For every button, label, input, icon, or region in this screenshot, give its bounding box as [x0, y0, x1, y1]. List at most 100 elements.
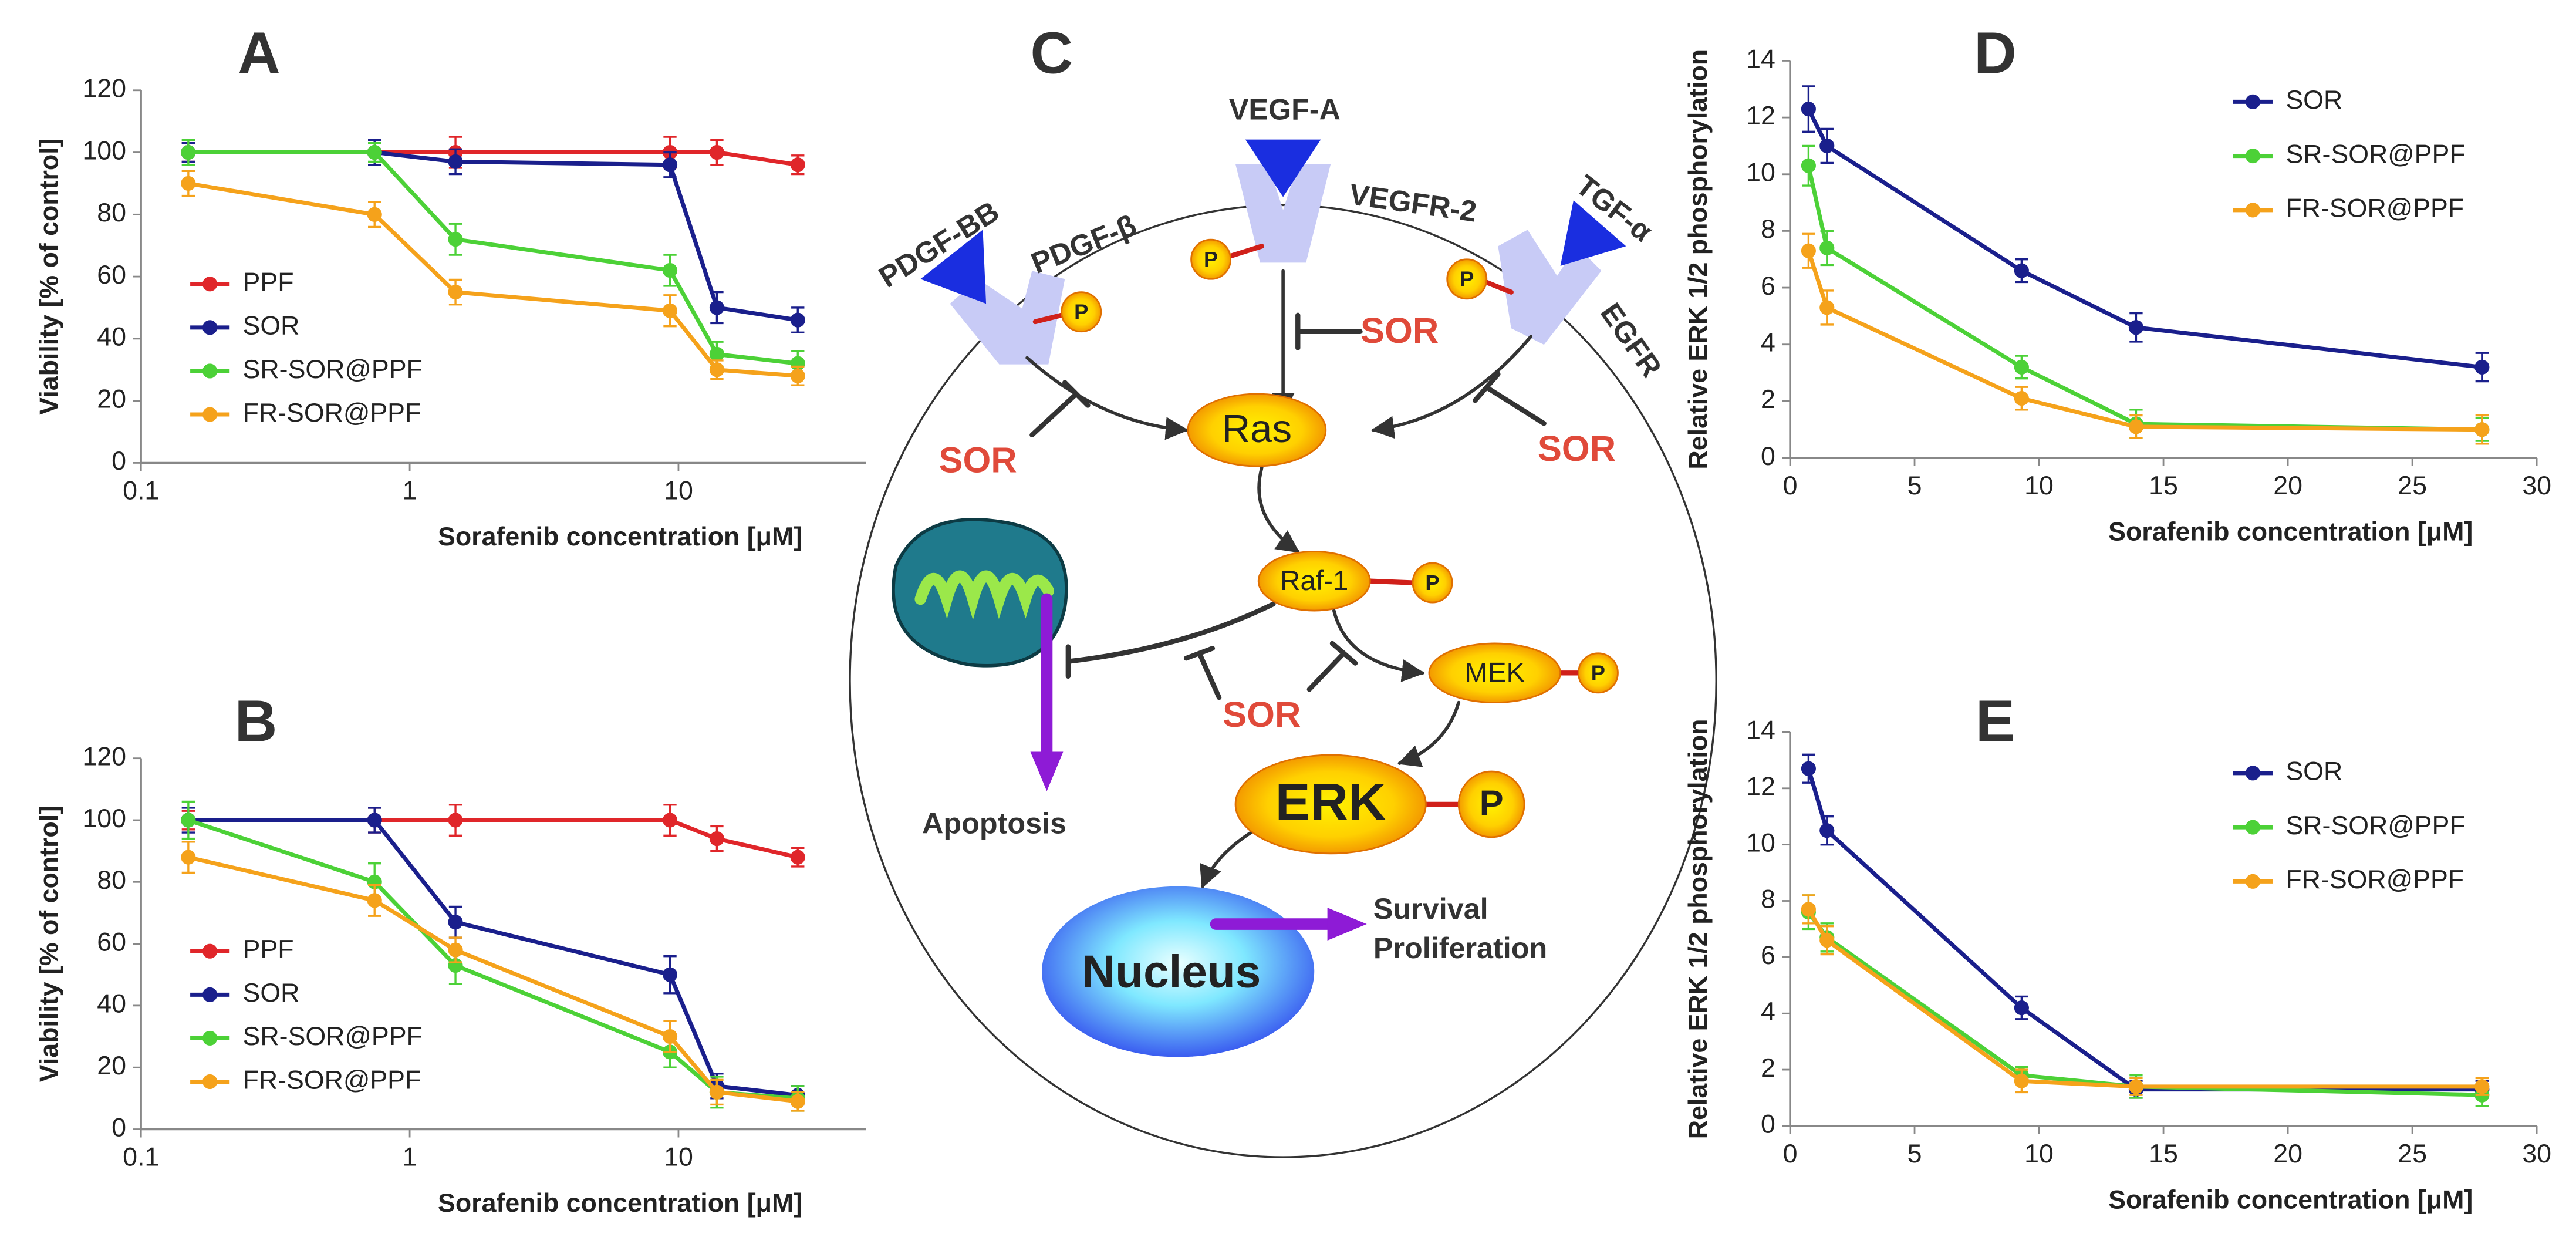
- outcome-label: Proliferation: [1373, 931, 1547, 965]
- data-point: [2014, 390, 2029, 406]
- arrow: [1257, 466, 1300, 554]
- inhibition: [1473, 372, 1547, 426]
- legend-marker: [2245, 820, 2261, 835]
- legend-label: SOR: [243, 312, 300, 341]
- data-point: [2128, 1079, 2144, 1094]
- phospho: [1412, 562, 1453, 604]
- y-tick-label: 2: [1761, 385, 1775, 414]
- panel-label: D: [1974, 20, 2017, 86]
- data-point: [448, 284, 463, 300]
- data-point: [1819, 823, 1835, 838]
- legend-marker: [2245, 149, 2261, 164]
- data-point: [790, 368, 805, 383]
- y-tick-label: 0: [112, 447, 126, 476]
- data-point: [448, 813, 463, 828]
- data-point: [662, 303, 678, 318]
- x-tick-label: 10: [664, 477, 693, 505]
- series-line: [187, 855, 798, 1104]
- mitochondrion-cristae: [914, 570, 1055, 621]
- data-point: [2128, 320, 2144, 335]
- inhibition: [1029, 380, 1091, 438]
- x-tick-label: 25: [2398, 1140, 2427, 1168]
- receptor-label: VEGFR-2: [1348, 177, 1479, 228]
- phospho: [1577, 652, 1619, 694]
- arrowhead: [1030, 751, 1064, 791]
- x-tick-label: 1: [403, 477, 417, 505]
- legend-marker: [202, 1030, 218, 1046]
- arrow: [1025, 356, 1189, 440]
- phospho: [1061, 291, 1102, 333]
- data-point: [448, 915, 463, 930]
- y-tick-label: 12: [1746, 773, 1775, 801]
- legend-label: SOR: [2285, 757, 2342, 786]
- link: [1032, 312, 1064, 325]
- y-tick-label: 100: [82, 136, 126, 165]
- x-tick-label: 0.1: [123, 1143, 159, 1172]
- legend-label: FR-SOR@PPF: [2285, 194, 2464, 223]
- x-tick-label: 15: [2149, 1140, 2178, 1168]
- panel-label: A: [238, 20, 281, 86]
- legend-label: PPF: [243, 268, 294, 297]
- data-point: [2014, 1073, 2029, 1088]
- data-point: [1819, 933, 1835, 948]
- cell-membrane: [849, 204, 1717, 1158]
- data-point: [709, 362, 725, 377]
- y-tick-label: 4: [1761, 329, 1775, 358]
- x-tick-label: 30: [2522, 1140, 2551, 1168]
- legend-marker: [2245, 874, 2261, 889]
- data-point: [2014, 1000, 2029, 1016]
- legend-label: SR-SOR@PPF: [2285, 140, 2465, 168]
- x-tick-label: 5: [1907, 1140, 1922, 1168]
- legend-label: SOR: [243, 979, 300, 1007]
- y-tick-label: 100: [82, 804, 126, 833]
- data-point: [1801, 243, 1816, 258]
- phospho: [1190, 238, 1232, 280]
- data-point: [709, 1084, 725, 1100]
- data-point: [1801, 761, 1816, 776]
- data-point: [662, 262, 678, 278]
- inhibitor-label: SOR: [1223, 695, 1301, 735]
- data-point: [1801, 158, 1816, 173]
- data-point: [1801, 902, 1816, 917]
- y-tick-label: 80: [97, 866, 126, 895]
- inhibition: [1065, 601, 1276, 679]
- panel-label: E: [1976, 688, 2015, 754]
- legend-marker: [2245, 766, 2261, 781]
- legend-marker: [202, 363, 218, 379]
- legend-label: FR-SOR@PPF: [243, 399, 421, 427]
- chart: A 0 20 40 60 80 100 120 0.1 1 10 Sorafenib concentr…: [35, 20, 866, 551]
- legend-label: SOR: [2285, 86, 2342, 114]
- data-point: [2474, 422, 2490, 437]
- arrow: [1200, 827, 1259, 889]
- y-tick-label: 14: [1746, 45, 1775, 73]
- y-axis-label: Viability [% of control]: [35, 805, 63, 1082]
- data-point: [662, 157, 678, 173]
- data-point: [448, 232, 463, 247]
- arrow: [1371, 335, 1533, 439]
- y-tick-label: 10: [1746, 828, 1775, 857]
- y-tick-label: 2: [1761, 1054, 1775, 1083]
- y-tick-label: 40: [97, 323, 126, 352]
- y-tick-label: 0: [112, 1113, 126, 1142]
- x-tick-label: 1: [403, 1143, 417, 1172]
- x-tick-label: 10: [2024, 1140, 2054, 1168]
- x-axis-label: Sorafenib concentration [μM]: [438, 1189, 802, 1218]
- series-line: [1807, 908, 2482, 1089]
- y-tick-label: 40: [97, 990, 126, 1019]
- ligand-label: VEGF-A: [1229, 92, 1341, 126]
- inhibition: [1306, 641, 1358, 692]
- phospho-label: P: [1074, 300, 1088, 324]
- legend-label: SR-SOR@PPF: [243, 355, 423, 384]
- x-tick-label: 0: [1783, 1140, 1798, 1168]
- phospho-label: P: [1204, 247, 1218, 271]
- legend-marker: [202, 943, 218, 959]
- x-axis-label: Sorafenib concentration [μM]: [2108, 517, 2473, 546]
- y-tick-label: 4: [1761, 997, 1775, 1026]
- node-label: MEK: [1464, 658, 1525, 689]
- data-point: [1819, 300, 1835, 315]
- node: [1428, 642, 1562, 704]
- phospho: [1457, 770, 1525, 838]
- x-tick-label: 5: [1907, 471, 1922, 500]
- node-label: Raf-1: [1280, 565, 1348, 596]
- panel-label: B: [235, 688, 278, 754]
